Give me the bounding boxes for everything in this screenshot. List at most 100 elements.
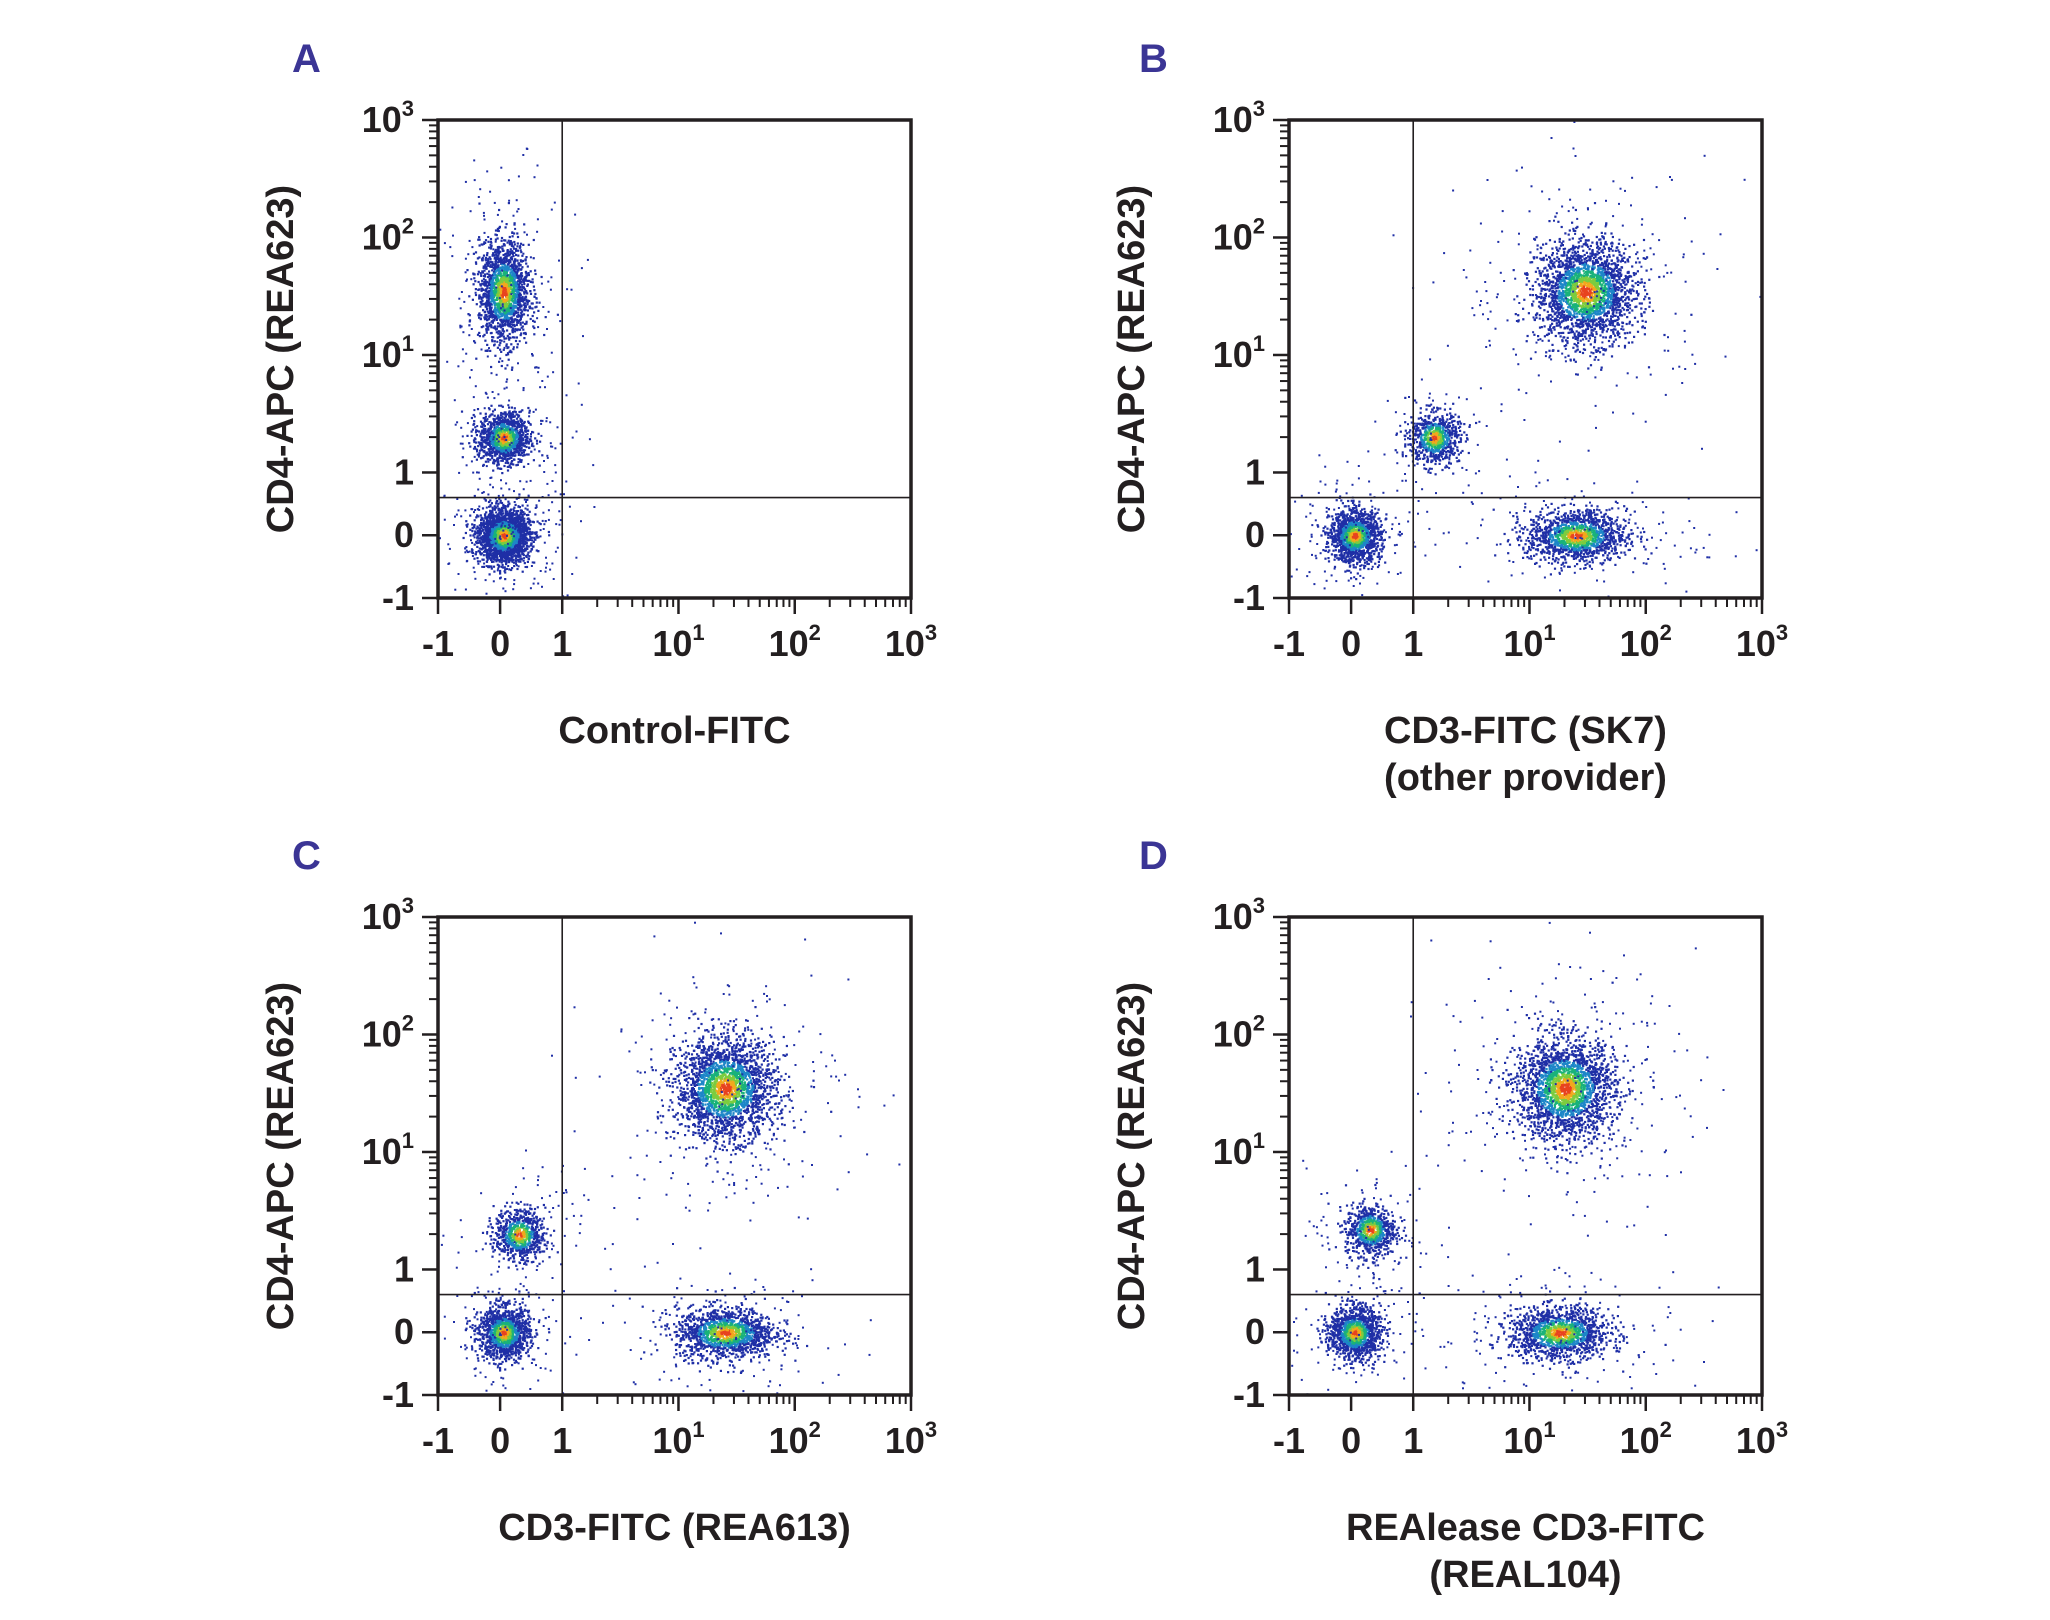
data-point xyxy=(497,494,500,497)
data-point xyxy=(514,422,517,425)
data-point xyxy=(524,526,527,529)
data-point xyxy=(502,527,505,530)
data-point xyxy=(499,426,502,430)
data-point xyxy=(496,304,499,307)
data-point xyxy=(498,553,501,556)
data-point xyxy=(485,451,488,454)
data-point xyxy=(491,555,494,559)
data-point xyxy=(525,538,528,541)
data-point xyxy=(503,522,506,525)
data-point xyxy=(507,554,510,557)
data-point xyxy=(514,410,517,414)
data-point xyxy=(499,437,502,440)
data-point xyxy=(491,508,494,511)
data-point xyxy=(508,410,511,413)
data-point xyxy=(491,506,494,509)
data-point xyxy=(519,509,522,512)
data-point xyxy=(464,509,467,512)
data-point xyxy=(524,429,527,432)
data-point xyxy=(501,512,505,515)
data-point xyxy=(530,450,533,453)
data-point xyxy=(498,416,501,419)
data-point xyxy=(476,557,479,560)
data-point xyxy=(509,528,512,532)
data-point xyxy=(521,321,524,324)
data-point xyxy=(519,560,522,563)
data-point xyxy=(504,530,507,533)
data-point xyxy=(503,239,506,242)
data-point xyxy=(477,455,480,458)
data-point xyxy=(492,517,495,521)
data-point xyxy=(498,455,501,458)
data-point xyxy=(508,488,511,491)
data-point xyxy=(546,454,549,457)
data-point xyxy=(507,425,510,428)
data-point xyxy=(482,463,485,466)
data-point xyxy=(527,442,530,445)
data-point xyxy=(501,552,504,555)
data-point xyxy=(507,553,510,556)
data-point xyxy=(521,451,524,455)
data-point xyxy=(486,531,489,534)
data-point xyxy=(551,445,554,448)
data-point xyxy=(542,511,545,514)
data-point xyxy=(507,557,511,560)
data-point xyxy=(526,299,529,302)
data-point xyxy=(532,410,535,413)
data-point xyxy=(513,506,516,509)
data-point xyxy=(491,521,493,523)
data-point xyxy=(494,435,497,438)
data-point xyxy=(513,240,516,244)
data-point xyxy=(504,513,507,516)
data-point xyxy=(513,323,516,327)
data-point xyxy=(499,523,502,526)
data-point xyxy=(482,565,486,568)
data-point xyxy=(512,348,515,351)
data-point xyxy=(490,525,493,529)
data-point xyxy=(509,462,512,465)
data-point xyxy=(538,499,541,502)
data-point xyxy=(531,281,534,284)
data-point xyxy=(497,414,500,417)
data-point xyxy=(519,548,522,551)
data-point xyxy=(516,245,519,248)
data-point xyxy=(503,544,507,547)
data-point xyxy=(535,301,538,304)
data-point xyxy=(483,513,487,516)
data-point xyxy=(520,527,523,530)
data-point xyxy=(520,518,523,521)
data-point xyxy=(494,248,497,251)
data-point xyxy=(526,429,530,432)
data-point xyxy=(488,449,491,453)
data-point xyxy=(500,414,503,417)
data-point xyxy=(514,435,517,438)
data-point xyxy=(493,428,496,431)
data-point xyxy=(525,453,528,456)
data-point xyxy=(476,560,480,563)
data-point xyxy=(471,530,474,533)
data-point xyxy=(494,354,497,357)
data-point xyxy=(498,564,501,567)
data-point xyxy=(500,487,503,490)
data-point xyxy=(484,349,487,352)
data-point xyxy=(469,514,472,517)
data-point xyxy=(495,558,498,561)
data-point xyxy=(492,458,495,462)
data-point xyxy=(473,557,476,560)
data-point xyxy=(491,430,494,433)
data-point xyxy=(555,523,558,526)
data-point xyxy=(521,409,524,412)
data-point xyxy=(491,552,494,555)
data-point xyxy=(518,328,521,331)
data-point xyxy=(489,237,493,241)
data-point xyxy=(512,438,515,441)
data-point xyxy=(502,452,505,455)
data-point xyxy=(550,445,552,448)
data-point xyxy=(483,424,486,428)
data-point xyxy=(516,439,520,442)
data-point xyxy=(513,520,515,523)
data-point xyxy=(508,449,511,452)
data-point xyxy=(528,305,532,308)
data-point xyxy=(516,443,519,446)
